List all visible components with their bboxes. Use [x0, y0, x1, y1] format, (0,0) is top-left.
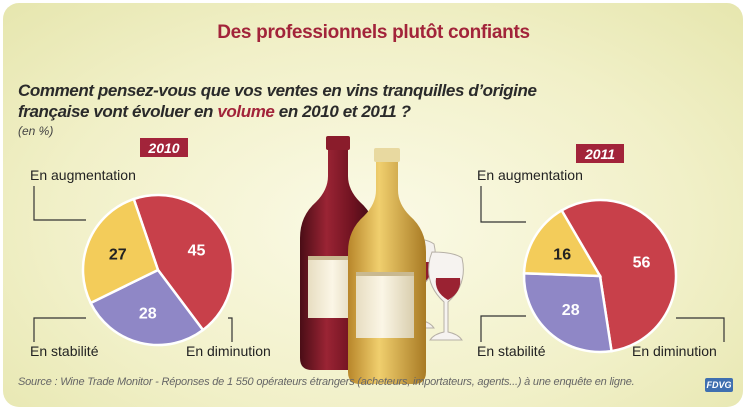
category-label-stabilite: En stabilité [477, 343, 546, 359]
slice-value-label-diminution: 16 [553, 246, 571, 263]
category-label-stabilite: En stabilité [30, 343, 99, 359]
leader-line-stabilite [33, 317, 86, 342]
year-badge [576, 144, 624, 163]
source-note: Source : Wine Trade Monitor - Réponses d… [18, 376, 635, 388]
pie-chart-2011: 2011 56 28 16 En augmentation En stabilité En … [477, 144, 725, 359]
slice-value-label-augmentation: 45 [188, 243, 206, 260]
category-label-augmentation: En augmentation [477, 167, 583, 183]
pie-outline [523, 199, 677, 353]
slice-value-label-stabilite: 28 [139, 305, 157, 322]
category-label-augmentation: En augmentation [30, 167, 136, 183]
white-wine-bottle-icon [348, 148, 426, 384]
unit-label: (en %) [18, 124, 54, 138]
year-badge [140, 138, 188, 157]
chart-title: Des professionnels plutôt confiants [217, 22, 530, 43]
wine-glass-icon [428, 251, 464, 341]
question-highlight: volume [217, 102, 275, 121]
question-text-1: Comment pensez-vous que vos ventes en vi… [18, 81, 537, 121]
chart-question: Comment pensez-vous que vos ventes en vi… [18, 80, 578, 122]
slice-value-label-augmentation: 56 [633, 254, 651, 271]
wine-illustration [300, 136, 464, 384]
question-text-2: en 2010 et 2011 ? [274, 102, 411, 121]
leader-line-stabilite [480, 315, 526, 342]
publisher-logo: FDVG [705, 378, 733, 392]
year-badge-label: 2010 [147, 140, 179, 156]
category-label-diminution: En diminution [632, 343, 717, 359]
pie-outline [82, 194, 234, 346]
slice-value-label-diminution: 27 [109, 246, 127, 263]
slice-value-label-stabilite: 28 [562, 302, 580, 319]
leader-line-augmentation [33, 186, 86, 221]
leader-line-augmentation [480, 186, 526, 223]
leader-line-diminution [228, 317, 233, 342]
category-label-diminution: En diminution [186, 343, 271, 359]
leader-line-diminution [676, 317, 725, 342]
year-badge-label: 2011 [584, 146, 615, 162]
pie-chart-2010: 2010 45 28 27 En augmentation En stabilité En … [30, 138, 271, 359]
